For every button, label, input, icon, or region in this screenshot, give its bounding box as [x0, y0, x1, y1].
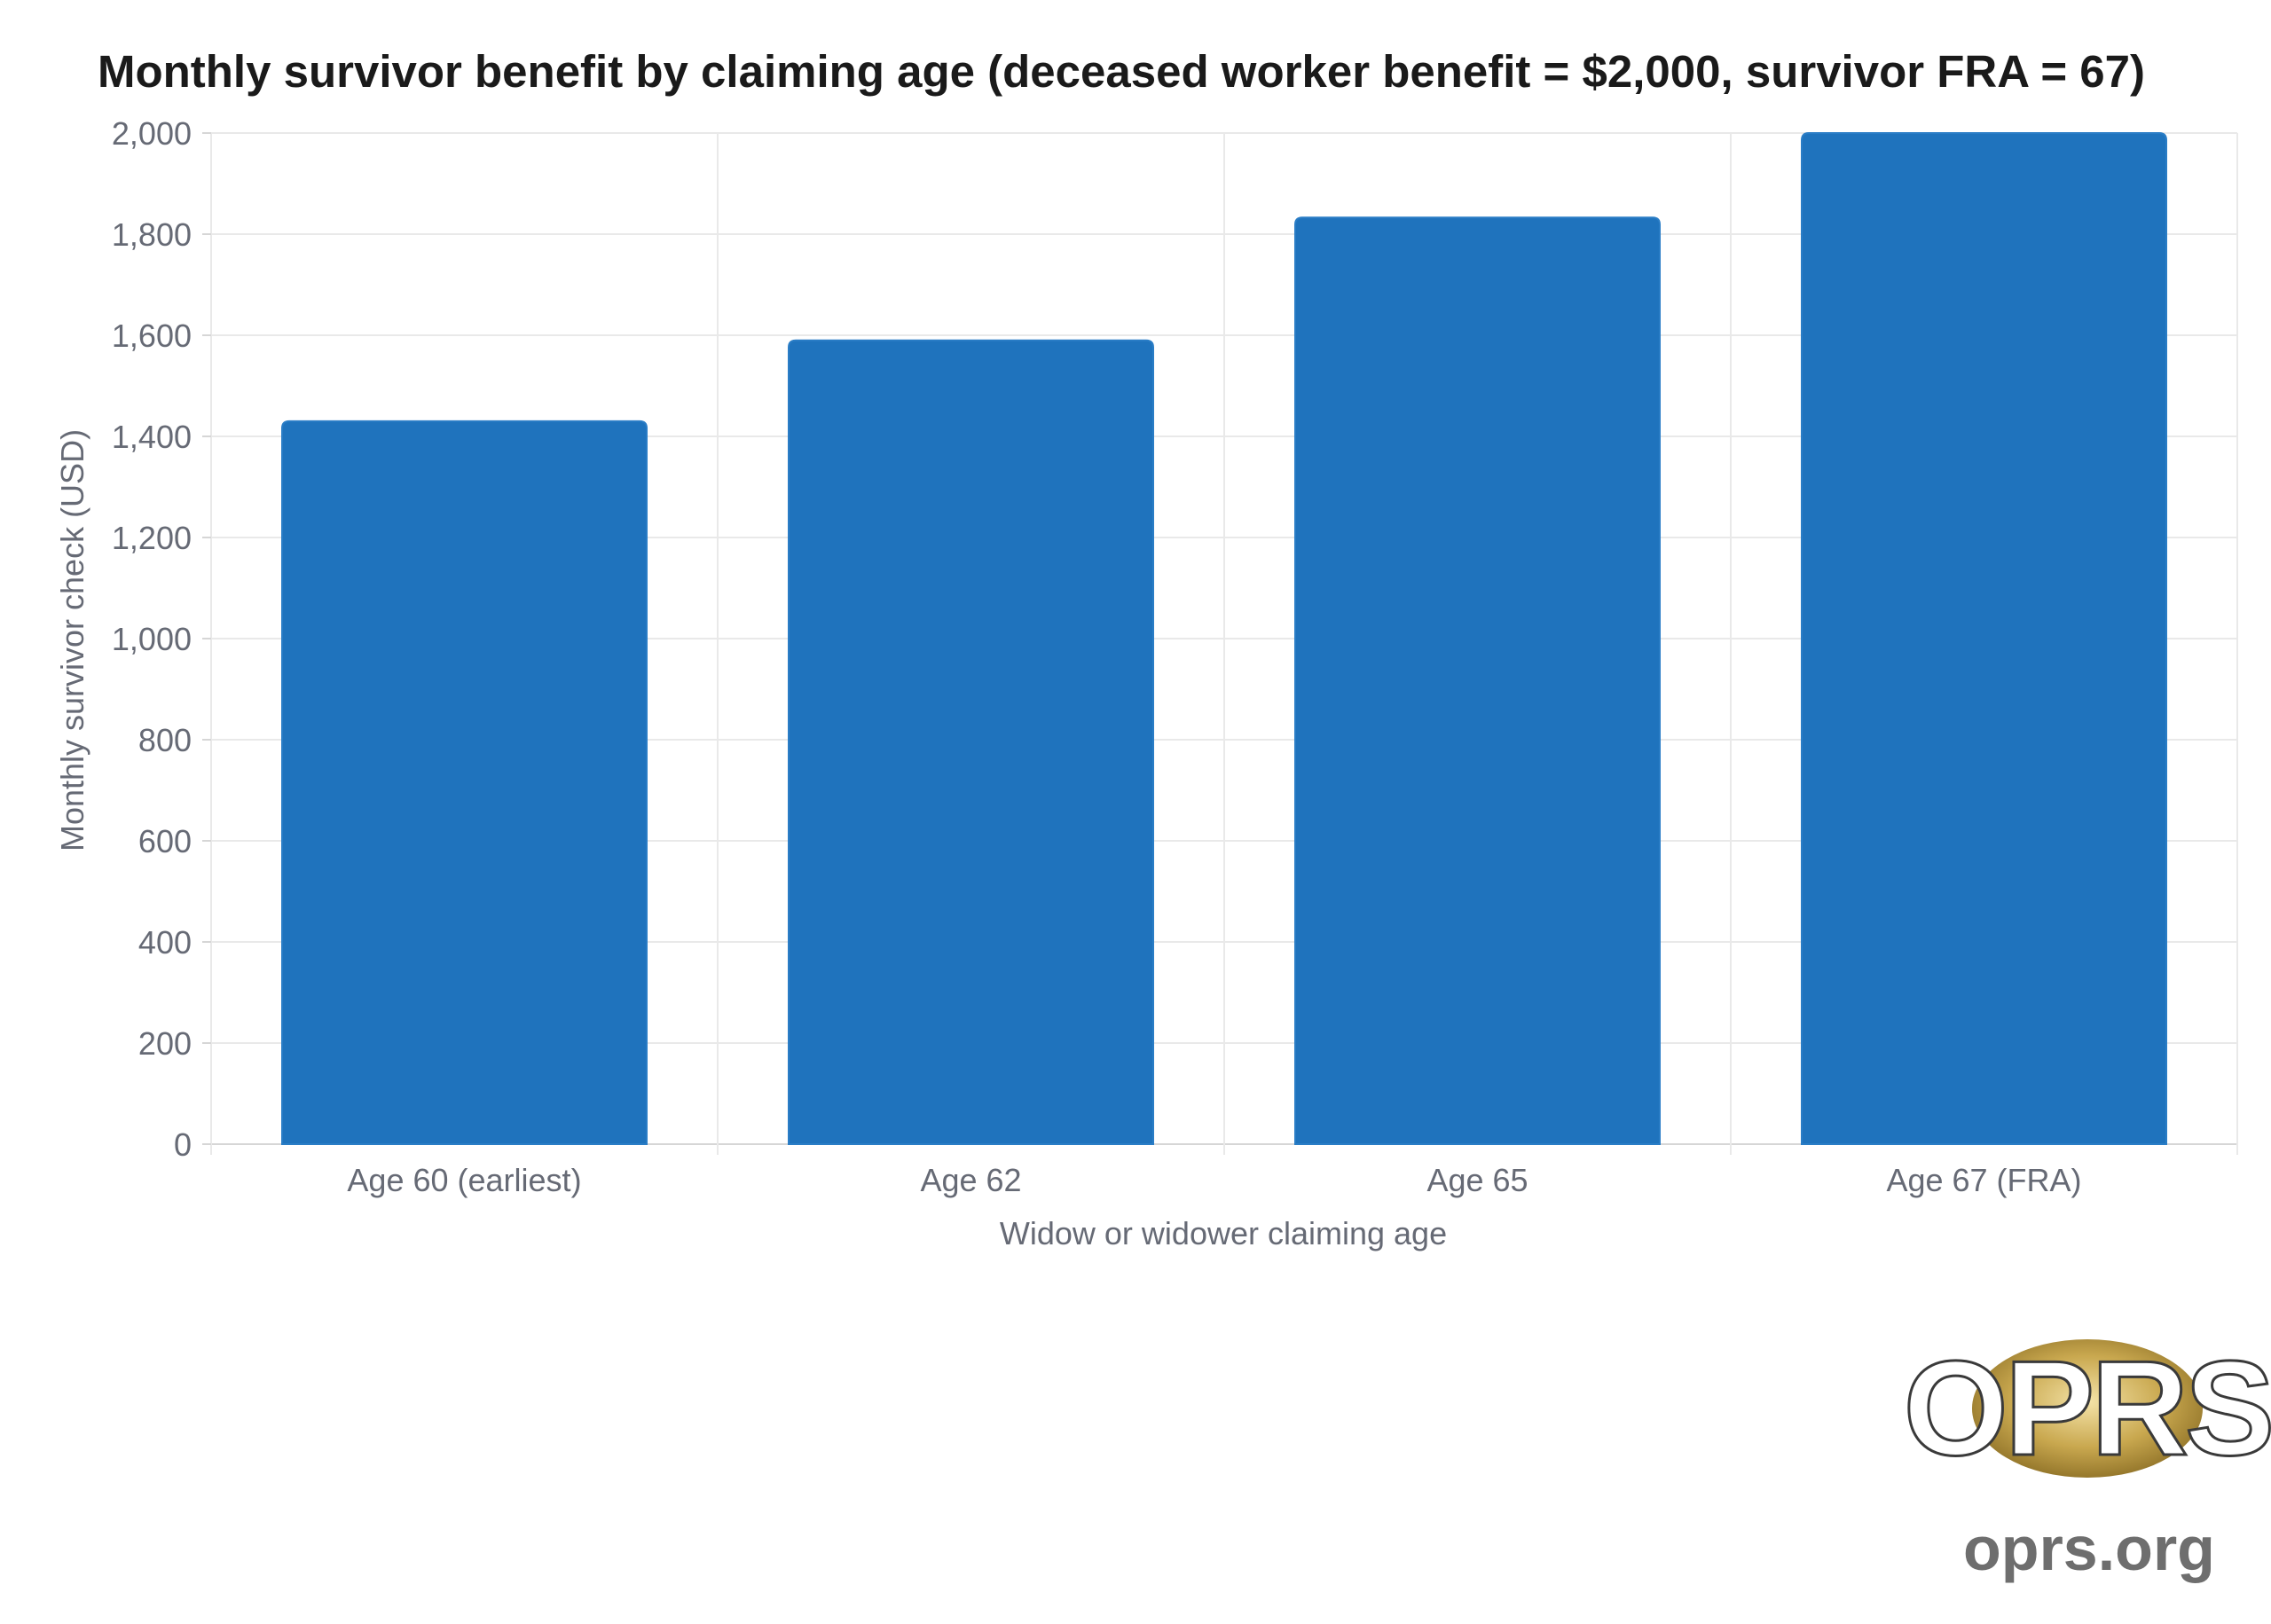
- bars: [281, 132, 2167, 1145]
- y-tick-label: 1,800: [112, 216, 192, 253]
- x-tick-label: Age 65: [1426, 1162, 1528, 1198]
- y-tick-label: 600: [138, 823, 192, 859]
- bar: [1801, 132, 2167, 1145]
- y-tick-label: 0: [174, 1126, 192, 1163]
- bar: [1294, 216, 1661, 1145]
- logo-url: oprs.org: [1963, 1514, 2215, 1583]
- y-tick-label: 200: [138, 1025, 192, 1062]
- oprs-logo: OPRS oprs.org: [1902, 1332, 2271, 1584]
- y-tick-label: 800: [138, 722, 192, 758]
- bar: [788, 339, 1154, 1145]
- logo-badge: [1972, 1339, 2203, 1478]
- chart-title: Monthly survivor benefit by claiming age…: [98, 46, 2145, 97]
- x-axis-title: Widow or widower claiming age: [1000, 1215, 1447, 1251]
- bar: [281, 420, 648, 1145]
- y-tick-label: 1,200: [112, 520, 192, 556]
- y-axis: 0 200 400 600 800 1,000 1,200 1,400 1,600 1,800 2,…: [112, 115, 211, 1163]
- y-tick-label: 400: [138, 924, 192, 961]
- logo-wordmark: OPRS: [1904, 1333, 2271, 1484]
- x-tick-label: Age 67 (FRA): [1886, 1162, 2081, 1198]
- y-tick-label: 1,600: [112, 318, 192, 354]
- x-tick-label: Age 60 (earliest): [347, 1162, 581, 1198]
- y-tick-label: 1,400: [112, 419, 192, 455]
- y-tick-label: 2,000: [112, 115, 192, 152]
- y-tick-label: 1,000: [112, 621, 192, 657]
- x-axis: Age 60 (earliest) Age 62 Age 65 Age 67 (FRA…: [347, 1162, 2081, 1198]
- x-tick-label: Age 62: [920, 1162, 1021, 1198]
- y-axis-title: Monthly survivor check (USD): [54, 429, 90, 851]
